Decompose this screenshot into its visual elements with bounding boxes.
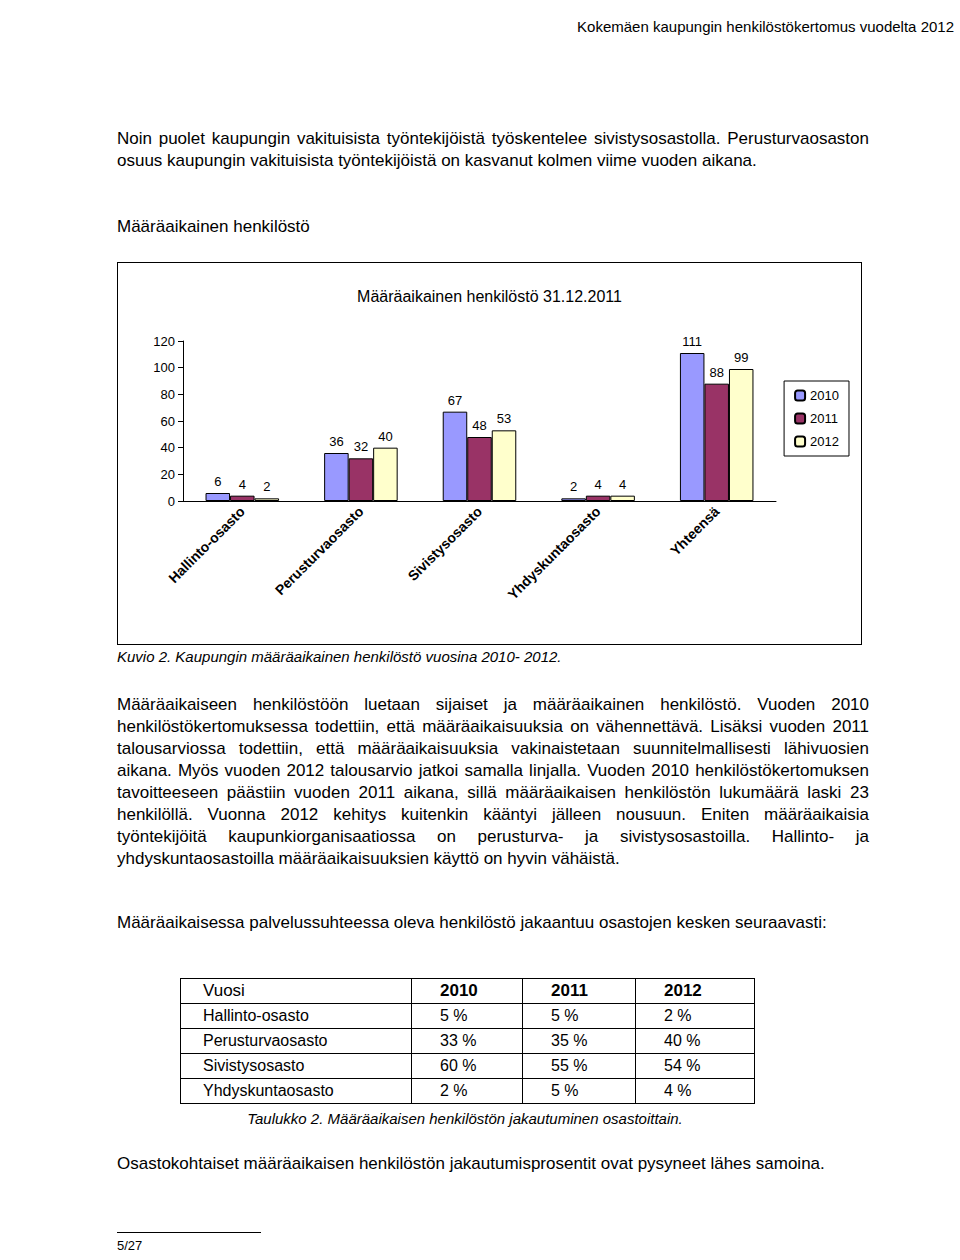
html-text:5/27: 5/27 xyxy=(117,1238,143,1253)
svg-text:60: 60 xyxy=(161,414,175,429)
html-text:Määräaikainen henkilöstö: Määräaikainen henkilöstö xyxy=(117,217,310,236)
svg-text:40: 40 xyxy=(378,429,392,444)
html-text:Yhdyskuntaosasto: Yhdyskuntaosasto xyxy=(203,1082,334,1099)
html-text:5 %: 5 % xyxy=(551,1007,579,1024)
svg-text:53: 53 xyxy=(497,411,511,426)
html-text:Hallinto-osasto: Hallinto-osasto xyxy=(203,1007,309,1024)
svg-text:Määräaikainen henkilöstö 31.12: Määräaikainen henkilöstö 31.12.2011 xyxy=(357,288,622,305)
svg-text:6: 6 xyxy=(214,474,221,489)
html-text:5 %: 5 % xyxy=(551,1082,579,1099)
html-text:2 %: 2 % xyxy=(664,1007,692,1024)
html-text:Kokemäen kaupungin henkilöstök: Kokemäen kaupungin henkilöstökertomus vu… xyxy=(577,18,954,35)
html-text:2 %: 2 % xyxy=(440,1082,468,1099)
html-text:Kuvio 2. Kaupungin määräaikain: Kuvio 2. Kaupungin määräaikainen henkilö… xyxy=(117,648,562,665)
html-text:2012: 2012 xyxy=(664,981,702,1000)
svg-text:100: 100 xyxy=(153,360,175,375)
svg-text:Hallinto-osasto: Hallinto-osasto xyxy=(165,503,248,586)
html-text:Sivistysosasto: Sivistysosasto xyxy=(203,1057,305,1074)
svg-text:88: 88 xyxy=(709,365,723,380)
svg-text:40: 40 xyxy=(161,440,175,455)
html-text:60 %: 60 % xyxy=(440,1057,477,1074)
svg-text:120: 120 xyxy=(153,334,175,349)
html-text:54 %: 54 % xyxy=(664,1057,701,1074)
svg-text:2: 2 xyxy=(570,479,577,494)
html-text:Perusturvaosasto: Perusturvaosasto xyxy=(203,1032,328,1049)
html-text:2011: 2011 xyxy=(551,981,588,1000)
html-text:2010: 2010 xyxy=(440,981,478,1000)
html-text:Osastokohtaiset määräaikaisen: Osastokohtaiset määräaikaisen henkilöstö… xyxy=(117,1154,825,1173)
svg-text:4: 4 xyxy=(239,477,246,492)
svg-text:36: 36 xyxy=(329,434,343,449)
html-text:Määräaikaiseen henkilöstöön lu: Määräaikaiseen henkilöstöön luetaan sija… xyxy=(117,695,869,868)
html-text:Taulukko 2. Määräaikaisen henk: Taulukko 2. Määräaikaisen henkilöstön ja… xyxy=(247,1110,683,1127)
html-text:Määräaikaisessa palvelussuhtee: Määräaikaisessa palvelussuhteessa oleva … xyxy=(117,913,827,932)
svg-text:Yhdyskuntaosasto: Yhdyskuntaosasto xyxy=(505,503,604,602)
svg-text:Perusturvaosasto: Perusturvaosasto xyxy=(272,503,367,598)
svg-text:Yhteensä: Yhteensä xyxy=(667,503,722,558)
svg-text:2012: 2012 xyxy=(810,434,839,449)
html-text:55 %: 55 % xyxy=(551,1057,588,1074)
html-text:4 %: 4 % xyxy=(664,1082,692,1099)
svg-text:32: 32 xyxy=(354,439,368,454)
svg-text:4: 4 xyxy=(619,477,626,492)
svg-text:4: 4 xyxy=(594,477,601,492)
svg-text:99: 99 xyxy=(734,350,748,365)
svg-text:Sivistysosasto: Sivistysosasto xyxy=(405,503,486,584)
svg-text:80: 80 xyxy=(161,387,175,402)
html-text:35 %: 35 % xyxy=(551,1032,588,1049)
svg-text:48: 48 xyxy=(472,418,486,433)
svg-text:67: 67 xyxy=(448,393,462,408)
svg-text:20: 20 xyxy=(161,467,175,482)
html-text:Noin puolet kaupungin vakituis: Noin puolet kaupungin vakituisista työnt… xyxy=(117,129,869,170)
svg-text:2011: 2011 xyxy=(810,411,838,426)
svg-text:2: 2 xyxy=(263,479,270,494)
html-text:Vuosi: Vuosi xyxy=(203,981,245,1000)
svg-text:0: 0 xyxy=(168,494,175,509)
svg-text:2010: 2010 xyxy=(810,388,839,403)
svg-text:111: 111 xyxy=(682,334,702,349)
html-text:5 %: 5 % xyxy=(440,1007,468,1024)
html-text:40 %: 40 % xyxy=(664,1032,701,1049)
html-text:33 %: 33 % xyxy=(440,1032,477,1049)
